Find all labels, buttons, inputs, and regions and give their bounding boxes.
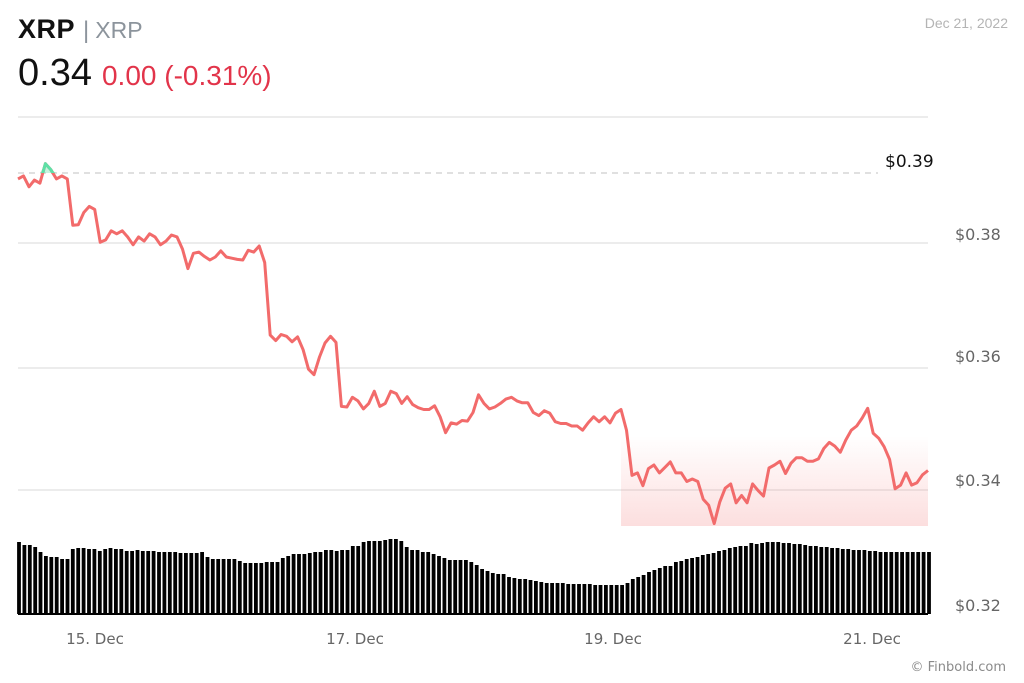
reference-line-label: $0.39 — [885, 152, 934, 172]
x-axis-label: 19. Dec — [584, 630, 642, 648]
y-axis-label: $0.38 — [955, 225, 1001, 244]
price-row: 0.34 0.00 (-0.31%) — [18, 52, 272, 95]
asset-name: XRP — [95, 17, 143, 43]
credit-text: © Finbold.com — [910, 660, 1006, 675]
price-change: 0.00 (-0.31%) — [101, 60, 272, 91]
chart-date: Dec 21, 2022 — [924, 15, 1008, 31]
y-axis-label: $0.32 — [955, 596, 1001, 615]
x-axis-label: 17. Dec — [326, 630, 384, 648]
area-fills — [18, 163, 928, 526]
x-axis-label: 21. Dec — [843, 630, 901, 648]
x-axis-labels: 15. Dec 17. Dec 19. Dec 21. Dec — [66, 630, 901, 648]
x-axis-label: 15. Dec — [66, 630, 124, 648]
volume-bars — [17, 539, 931, 615]
y-axis-label: $0.36 — [955, 347, 1001, 366]
price-line — [17, 162, 929, 526]
title-row: XRP | XRP — [18, 14, 272, 48]
title-separator: | — [83, 17, 90, 44]
chart-header: XRP | XRP 0.34 0.00 (-0.31%) — [18, 14, 272, 95]
y-axis-labels: $0.32 $0.34 $0.36 $0.38 — [955, 225, 1001, 615]
asset-symbol: XRP — [18, 14, 76, 44]
y-axis-label: $0.34 — [955, 471, 1001, 490]
reference-line: $0.39 — [18, 152, 934, 174]
current-price: 0.34 — [18, 52, 92, 94]
